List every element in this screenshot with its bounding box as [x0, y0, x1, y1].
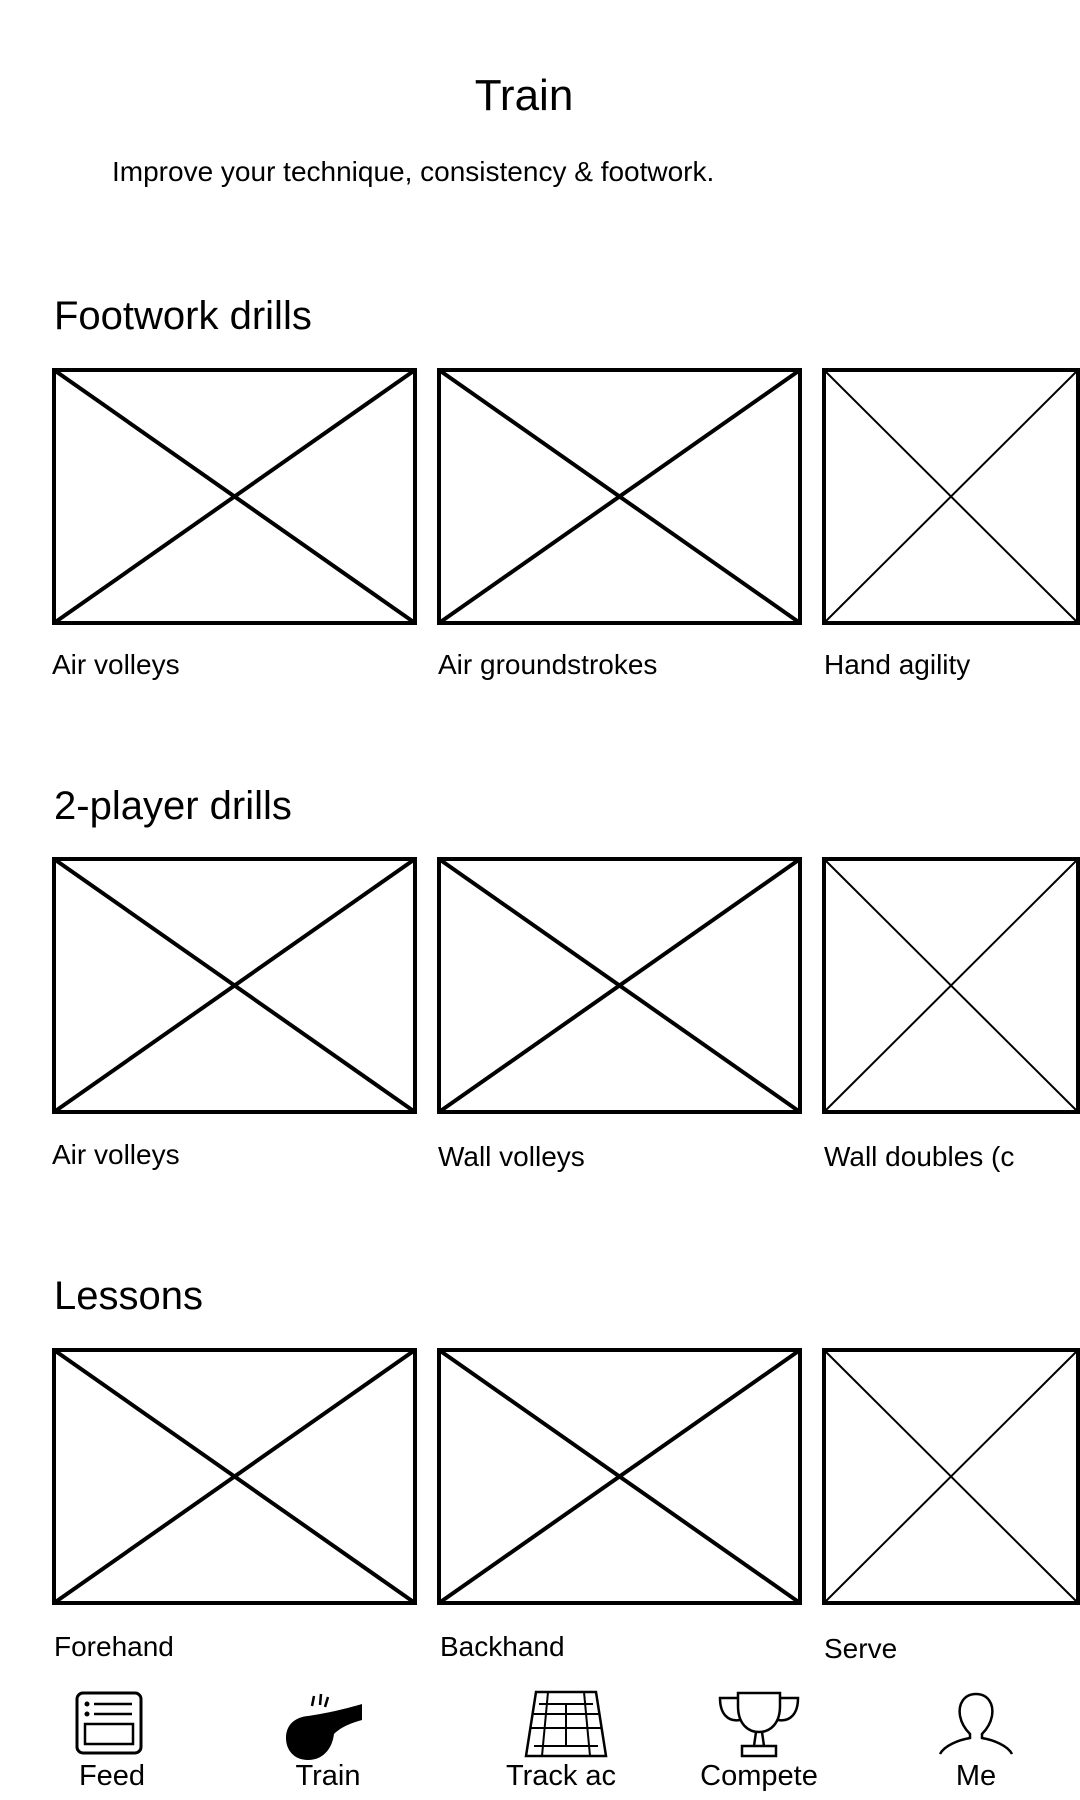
- section-title-footwork-drills: Footwork drills: [54, 294, 312, 338]
- tab-label: Track ac: [505, 1760, 617, 1792]
- card-label: Air volleys: [52, 1139, 180, 1170]
- card-label: Backhand: [440, 1631, 565, 1662]
- tab-me[interactable]: Me: [916, 1690, 1036, 1800]
- image-placeholder-icon: [437, 1348, 802, 1605]
- image-placeholder-icon: [822, 857, 1080, 1114]
- image-placeholder-icon: [437, 368, 802, 625]
- card-label: Hand agility: [824, 649, 971, 680]
- card-footwork-air-volleys[interactable]: [52, 368, 417, 625]
- feed-icon: [75, 1691, 143, 1755]
- tab-feed[interactable]: Feed: [52, 1690, 172, 1800]
- page-title: Train: [474, 71, 574, 120]
- card-footwork-hand-agility[interactable]: [822, 368, 1080, 625]
- person-icon: [938, 1692, 1014, 1755]
- image-placeholder-icon: [52, 368, 417, 625]
- card-lesson-backhand[interactable]: [437, 1348, 802, 1605]
- card-label: Air groundstrokes: [438, 649, 658, 680]
- tab-label: Feed: [78, 1760, 146, 1792]
- whistle-icon: [286, 1693, 362, 1760]
- image-placeholder-icon: [52, 1348, 417, 1605]
- tab-track-activity[interactable]: Track ac: [488, 1690, 634, 1800]
- court-icon: [524, 1690, 608, 1758]
- card-label: Wall volleys: [438, 1141, 585, 1172]
- card-label: Wall doubles (c: [824, 1141, 1015, 1172]
- tab-label: Compete: [700, 1760, 818, 1792]
- image-placeholder-icon: [437, 857, 802, 1114]
- card-footwork-air-groundstrokes[interactable]: [437, 368, 802, 625]
- section-title-lessons: Lessons: [54, 1274, 203, 1318]
- card-2player-wall-volleys[interactable]: [437, 857, 802, 1114]
- page-subtitle: Improve your technique, consistency & fo…: [112, 156, 715, 187]
- card-lesson-forehand[interactable]: [52, 1348, 417, 1605]
- card-label: Air volleys: [52, 649, 180, 680]
- image-placeholder-icon: [822, 1348, 1080, 1605]
- card-2player-air-volleys[interactable]: [52, 857, 417, 1114]
- image-placeholder-icon: [822, 368, 1080, 625]
- card-label: Forehand: [54, 1631, 174, 1662]
- tab-compete[interactable]: Compete: [690, 1690, 828, 1800]
- tab-label: Train: [295, 1760, 361, 1792]
- image-placeholder-icon: [52, 857, 417, 1114]
- section-title-2-player-drills: 2-player drills: [54, 784, 292, 828]
- card-lesson-serve[interactable]: [822, 1348, 1080, 1605]
- tab-train[interactable]: Train: [268, 1690, 388, 1800]
- card-2player-wall-doubles[interactable]: [822, 857, 1080, 1114]
- trophy-icon: [718, 1691, 800, 1758]
- tab-label: Me: [955, 1760, 997, 1792]
- card-label: Serve: [824, 1633, 898, 1664]
